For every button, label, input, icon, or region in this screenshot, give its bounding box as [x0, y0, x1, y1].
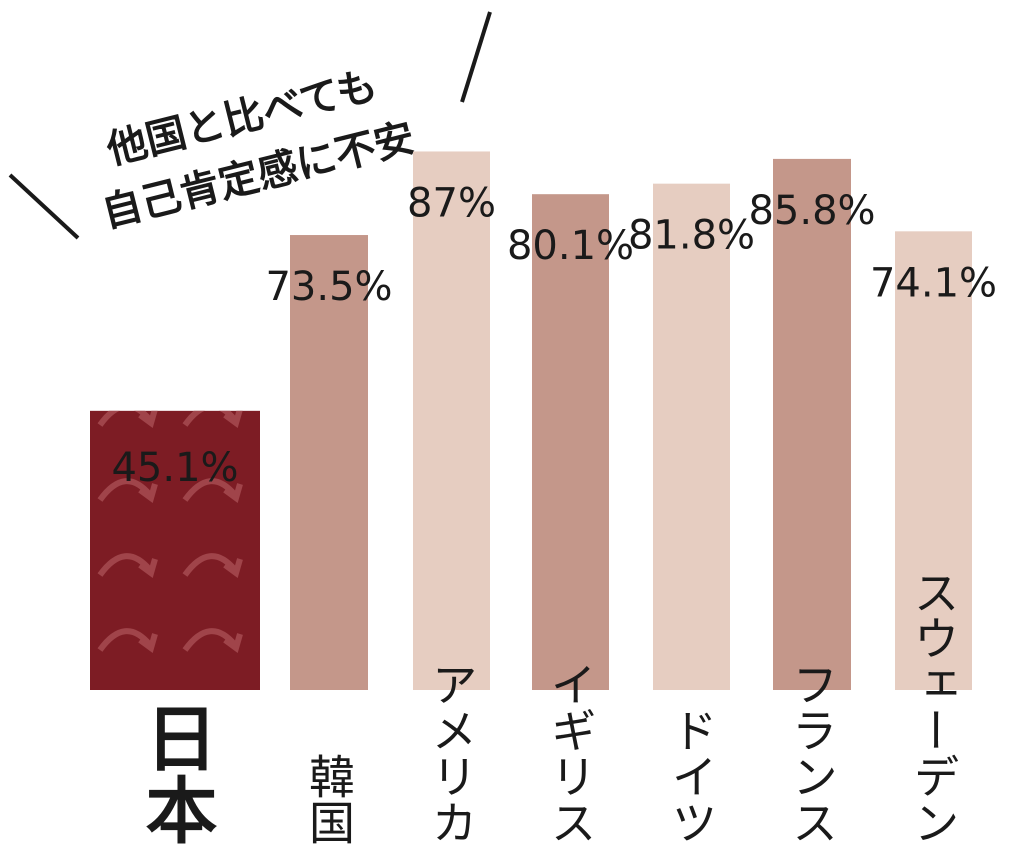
value-label: 85.8%	[748, 188, 875, 234]
value-label: 87%	[407, 180, 496, 226]
x-tick-label: ドイツ	[665, 707, 719, 845]
value-label: 80.1%	[507, 223, 634, 269]
x-tick-label: 韓国	[302, 753, 356, 845]
x-tick-label: イギリス	[544, 661, 598, 845]
x-tick-label: フランス	[785, 661, 839, 845]
title-slash	[8, 173, 80, 240]
value-label: 73.5%	[265, 264, 392, 310]
x-tick-label: 日本	[133, 701, 217, 845]
bar	[653, 183, 730, 690]
bar	[773, 158, 851, 690]
value-label: 74.1%	[870, 260, 997, 306]
bar	[895, 231, 972, 691]
x-tick-label: スウェーデン	[907, 569, 961, 845]
bar	[290, 235, 368, 690]
x-tick-label: アメリカ	[425, 661, 479, 845]
title-slash	[460, 11, 492, 103]
bar-pattern	[90, 410, 260, 690]
bar	[413, 151, 490, 691]
bar	[532, 194, 609, 690]
value-label: 81.8%	[628, 213, 755, 259]
value-label: 45.1%	[111, 445, 238, 491]
